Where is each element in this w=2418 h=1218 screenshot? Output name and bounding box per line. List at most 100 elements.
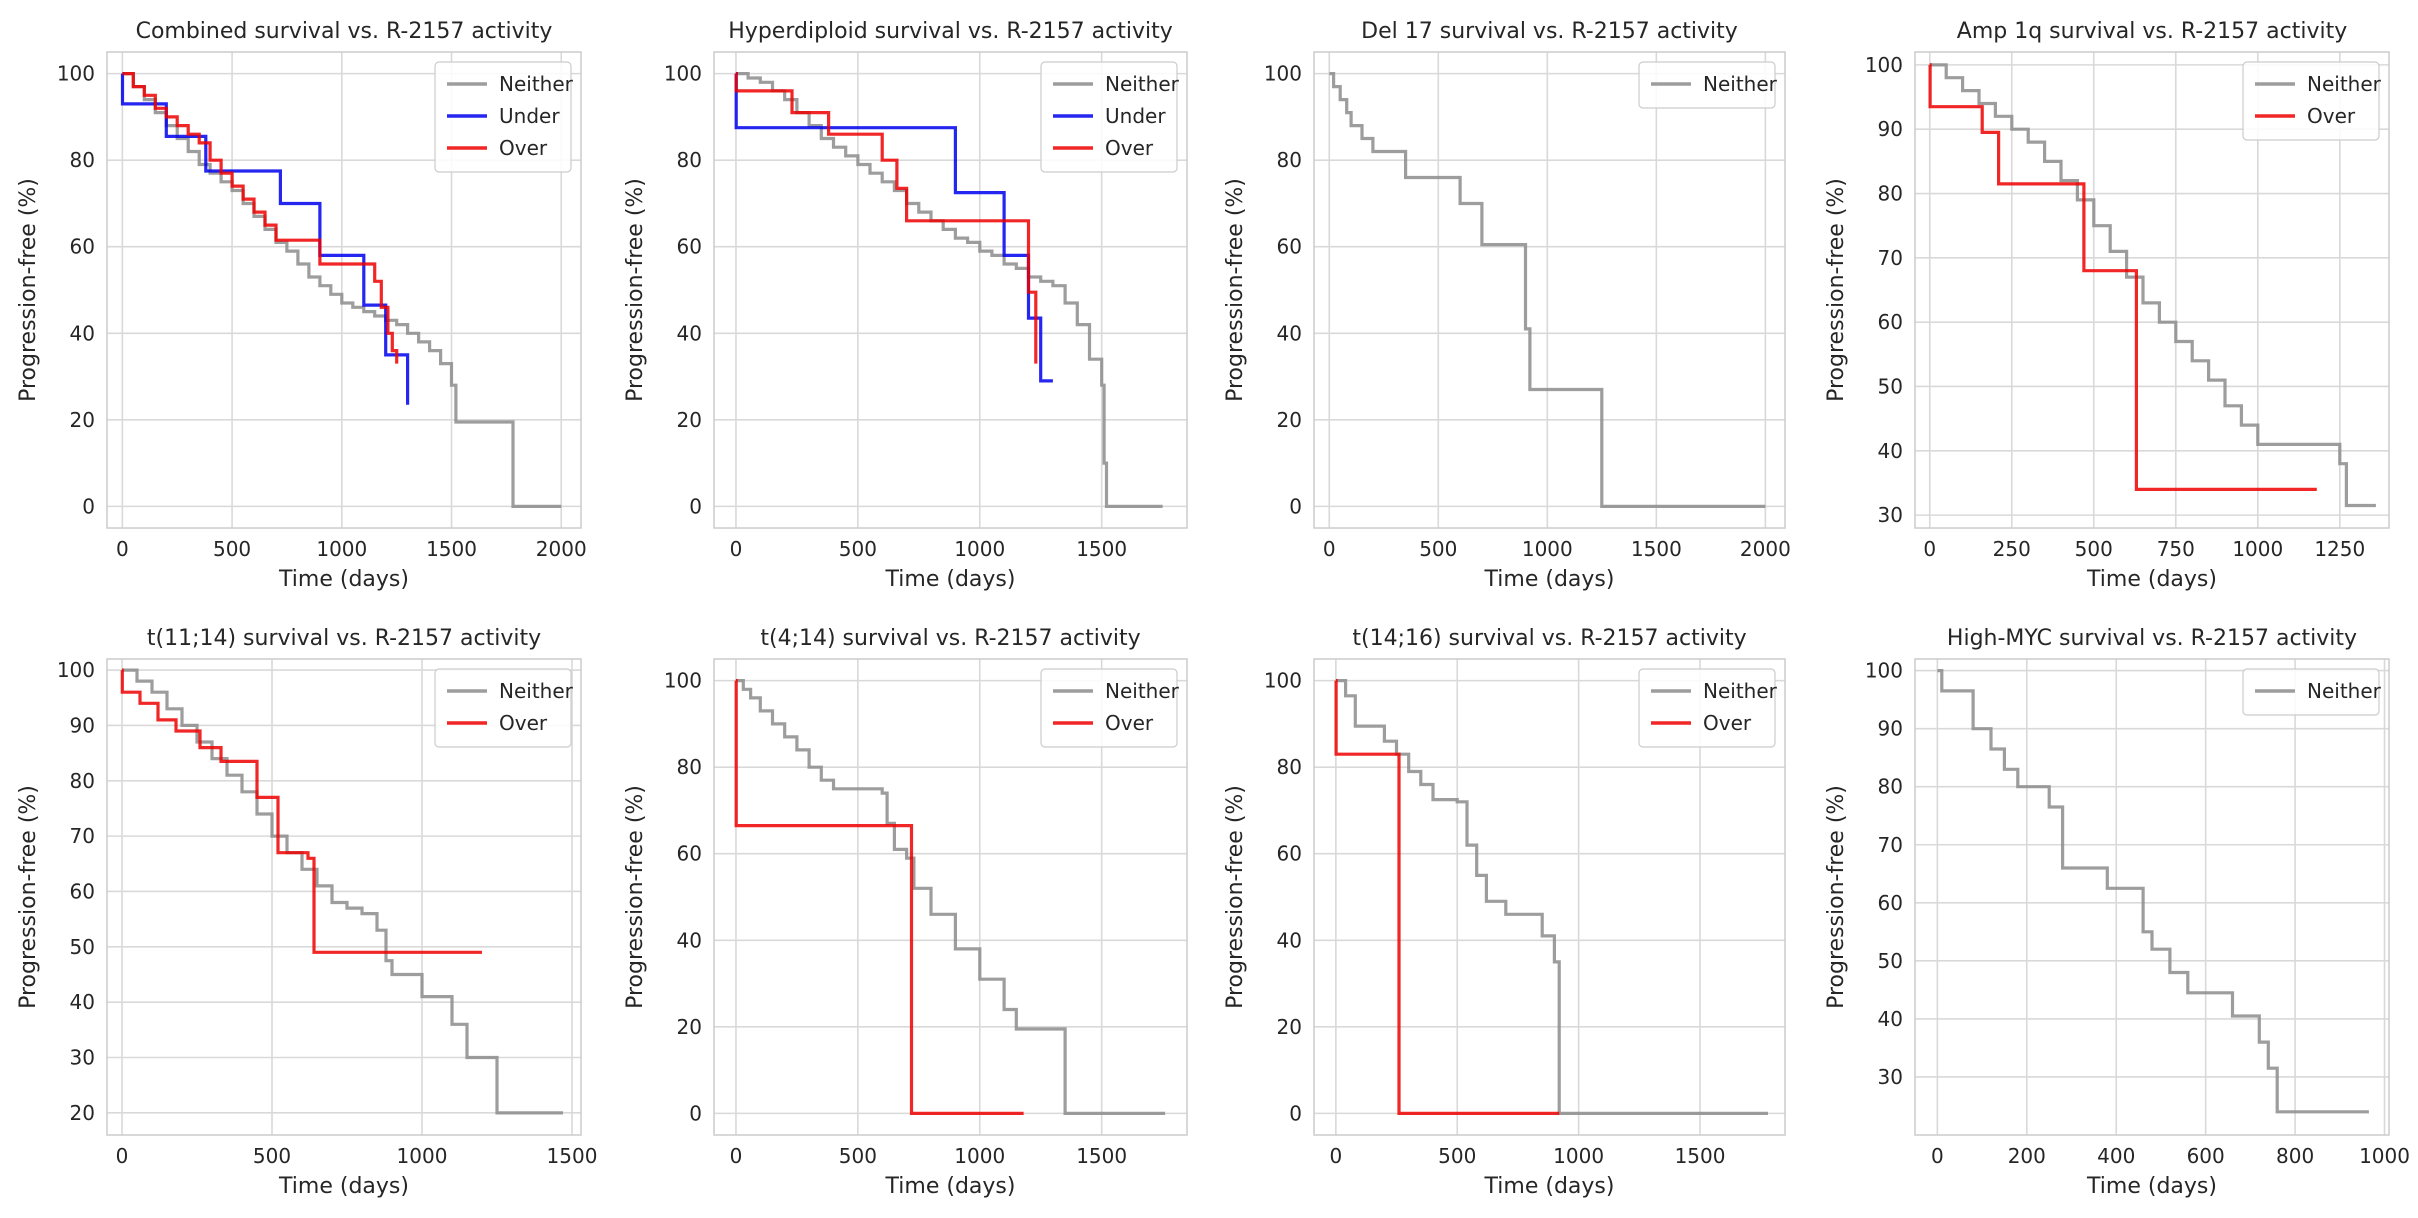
y-tick-label: 80 xyxy=(1277,755,1302,779)
y-tick-label: 60 xyxy=(1277,235,1302,259)
y-tick-label: 100 xyxy=(57,62,95,86)
y-tick-label: 0 xyxy=(82,494,95,518)
legend-label-neither: Neither xyxy=(1105,679,1180,703)
y-tick-label: 30 xyxy=(70,1046,95,1070)
legend-label-over: Over xyxy=(499,711,548,735)
y-tick-label: 20 xyxy=(70,1101,95,1125)
chart-panel-8: 0 200 400 600 800 1000 30 40 50 60 70 80 90 100 High-M… xyxy=(1824,626,2410,1199)
x-tick-label: 1000 xyxy=(954,1144,1005,1168)
chart-panel-5: 0 500 1000 1500 20 30 40 50 60 70 80 90 100 t(11;14) … xyxy=(16,626,597,1199)
x-tick-label: 600 xyxy=(2187,1144,2225,1168)
survival-curve-neither xyxy=(1335,679,1768,1115)
y-tick-label: 80 xyxy=(70,769,95,793)
survival-curve-neither xyxy=(122,668,563,1115)
y-tick-label: 100 xyxy=(1865,659,1903,683)
chart-panel-4: 0 250 500 750 1000 1250 30 40 50 60 70 80 90 100 Amp 1… xyxy=(1824,19,2390,592)
legend-box xyxy=(1040,668,1178,748)
y-tick-label: 40 xyxy=(1878,439,1903,463)
x-axis-label: Time (days) xyxy=(2086,1174,2217,1199)
y-tick-label: 0 xyxy=(1289,1101,1302,1125)
x-tick-label: 1000 xyxy=(1522,537,1573,561)
survival-curve-under xyxy=(734,72,1053,383)
plot-frame xyxy=(1914,51,2390,529)
y-tick-label: 50 xyxy=(1878,374,1903,398)
y-tick-label: 60 xyxy=(70,235,95,259)
legend-box xyxy=(2242,668,2380,716)
plot-frame xyxy=(1313,658,1786,1136)
x-tick-label: 250 xyxy=(1993,537,2031,561)
y-tick-label: 60 xyxy=(1878,891,1903,915)
x-tick-label: 1500 xyxy=(426,537,477,561)
x-tick-label: 0 xyxy=(1323,537,1336,561)
legend: Neither Over xyxy=(434,668,574,748)
x-tick-label: 0 xyxy=(730,537,743,561)
chart-title: Combined survival vs. R-2157 activity xyxy=(136,19,553,44)
survival-curve-over xyxy=(1334,679,1560,1115)
plot-frame xyxy=(1313,51,1786,529)
x-tick-label: 0 xyxy=(116,537,129,561)
legend-label-over: Over xyxy=(499,136,548,160)
legend: Neither Over xyxy=(1040,668,1180,748)
y-tick-label: 40 xyxy=(677,928,702,952)
chart-title: Amp 1q survival vs. R-2157 activity xyxy=(1957,19,2347,44)
x-axis-label: Time (days) xyxy=(2086,567,2217,592)
y-tick-label: 90 xyxy=(1878,717,1903,741)
survival-curve-over xyxy=(734,679,1024,1115)
legend-label-neither: Neither xyxy=(1105,72,1180,96)
x-tick-label: 800 xyxy=(2276,1144,2314,1168)
chart-panel-6: 0 500 1000 1500 0 20 40 60 80 100 t(4;14) survival… xyxy=(623,626,1188,1199)
legend-label-neither: Neither xyxy=(1703,679,1778,703)
y-tick-label: 40 xyxy=(1878,1007,1903,1031)
chart-title: Del 17 survival vs. R-2157 activity xyxy=(1361,19,1738,44)
y-tick-label: 50 xyxy=(1878,949,1903,973)
x-tick-label: 1500 xyxy=(1631,537,1682,561)
x-tick-label: 1500 xyxy=(1076,1144,1127,1168)
legend-label-neither: Neither xyxy=(2307,679,2382,703)
y-axis-label: Progression-free (%) xyxy=(1223,178,1248,402)
y-tick-label: 20 xyxy=(1277,408,1302,432)
legend: Neither xyxy=(1638,61,1778,109)
y-tick-label: 80 xyxy=(1277,148,1302,172)
y-tick-label: 60 xyxy=(677,235,702,259)
y-tick-label: 100 xyxy=(1865,53,1903,77)
survival-curve-over xyxy=(1928,63,2317,491)
legend: Neither Over xyxy=(1638,668,1778,748)
legend-box xyxy=(434,61,572,173)
x-tick-label: 500 xyxy=(1438,1144,1476,1168)
survival-curve-neither xyxy=(1329,72,1766,508)
chart-title: High-MYC survival vs. R-2157 activity xyxy=(1947,626,2357,651)
y-tick-label: 80 xyxy=(70,148,95,172)
y-tick-label: 40 xyxy=(1277,928,1302,952)
legend: Neither xyxy=(2242,668,2382,716)
x-tick-label: 2000 xyxy=(536,537,587,561)
x-tick-label: 1500 xyxy=(1076,537,1127,561)
x-tick-label: 750 xyxy=(2157,537,2195,561)
plot-frame xyxy=(106,51,582,529)
x-tick-label: 1250 xyxy=(2314,537,2365,561)
x-tick-label: 500 xyxy=(213,537,251,561)
x-tick-label: 0 xyxy=(1329,1144,1342,1168)
legend: Neither Under Over xyxy=(1040,61,1180,173)
survival-curve-over xyxy=(120,668,482,954)
x-tick-label: 500 xyxy=(839,537,877,561)
legend-box xyxy=(1638,668,1776,748)
x-axis-label: Time (days) xyxy=(885,1174,1016,1199)
legend-label-over: Over xyxy=(1105,136,1154,160)
y-tick-label: 20 xyxy=(677,1015,702,1039)
y-tick-label: 80 xyxy=(1878,182,1903,206)
chart-title: t(14;16) survival vs. R-2157 activity xyxy=(1352,626,1746,651)
x-axis-label: Time (days) xyxy=(278,567,409,592)
y-tick-label: 70 xyxy=(70,824,95,848)
x-axis-label: Time (days) xyxy=(1484,1174,1615,1199)
survival-curve-neither xyxy=(1937,669,2369,1114)
y-tick-label: 40 xyxy=(677,321,702,345)
y-tick-label: 20 xyxy=(677,408,702,432)
x-tick-label: 500 xyxy=(2075,537,2113,561)
x-tick-label: 0 xyxy=(730,1144,743,1168)
y-tick-label: 0 xyxy=(1289,494,1302,518)
y-tick-label: 60 xyxy=(1878,310,1903,334)
x-axis-label: Time (days) xyxy=(885,567,1016,592)
legend-label-neither: Neither xyxy=(499,72,574,96)
x-tick-label: 1000 xyxy=(2232,537,2283,561)
